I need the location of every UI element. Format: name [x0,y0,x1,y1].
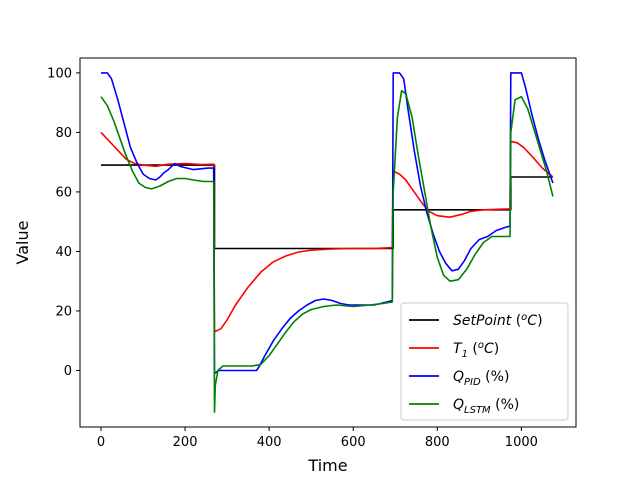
x-axis: 0 200 400 600 800 1000 [97,427,538,450]
y-tick-label: 0 [64,364,72,379]
y-tick-label: 20 [55,304,72,319]
x-tick-label: 400 [257,435,282,450]
x-tick-label: 200 [173,435,198,450]
y-tick-label: 40 [55,245,72,260]
y-axis: 0 20 40 60 80 100 [47,66,80,379]
legend-label-setpoint: SetPoint (oC) [453,312,543,329]
legend-label-qpid: QPID (%) [453,369,509,388]
series-line-qpid [101,72,554,375]
legend: SetPoint (oC) T1 (oC) QPID (%) QLSTM (%) [400,302,569,421]
x-axis-label: Time [307,456,347,475]
x-tick-label: 600 [341,435,366,450]
plot-frame [79,57,577,428]
x-tick-label: 1000 [505,435,538,450]
y-tick-label: 60 [55,185,72,200]
x-tick-label: 800 [425,435,450,450]
series-layer [100,72,554,413]
series-line-qlstm [100,89,554,413]
x-tick-label: 0 [97,435,105,450]
y-axis-label: Value [13,221,32,265]
y-tick-label: 80 [55,126,72,141]
y-tick-label: 100 [47,66,72,81]
series-line-t1 [100,131,554,333]
legend-label-qlstm: QLSTM (%) [453,397,519,416]
legend-box [400,302,569,421]
legend-label-t1: T1 (oC) [453,340,499,360]
